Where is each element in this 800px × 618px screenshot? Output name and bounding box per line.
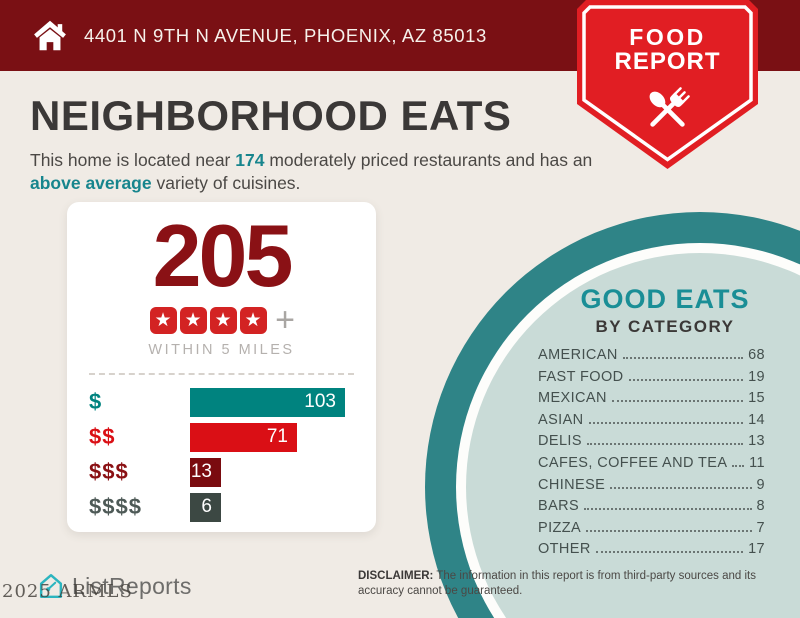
category-row: PIZZA 7 [538, 520, 765, 542]
category-label: CAFES, COFFEE AND TEA [538, 454, 728, 471]
category-row: DELIS 13 [538, 433, 765, 455]
star-tile-icon: ★ [239, 306, 267, 334]
price-bar-value: 103 [304, 391, 336, 413]
dotted-leader [732, 464, 745, 467]
category-label: DELIS [538, 433, 582, 450]
category-row: ASIAN 14 [538, 412, 765, 434]
price-bar-value: 13 [190, 461, 212, 483]
category-label: ASIAN [538, 411, 584, 428]
category-label: PIZZA [538, 519, 582, 536]
ribbon-shape [577, 0, 758, 169]
badge-title-line1: FOOD [629, 24, 706, 50]
price-tier-label: $$$$ [89, 494, 142, 520]
summary-card: 205 ★ ★ ★ ★ + WITHIN 5 MILES $103 $$ 71 $$$ 13 $$… [67, 202, 376, 532]
home-icon [34, 20, 66, 50]
star-glyph: ★ [214, 309, 232, 331]
price-bar-value: 6 [201, 496, 212, 518]
good-eats-header: GOOD EATS BY CATEGORY [500, 284, 800, 337]
category-count: 9 [756, 476, 765, 493]
price-bar: 103 [190, 387, 345, 417]
price-tier-label: $ [89, 389, 103, 415]
price-bar-row: $$ 71 [89, 422, 376, 452]
dotted-leader [610, 486, 752, 489]
category-label: BARS [538, 498, 580, 515]
star-tile-icon: ★ [179, 306, 207, 334]
badge-title-line2: REPORT [614, 48, 721, 75]
listreports-house-icon [39, 574, 63, 598]
dotted-leader [584, 508, 752, 511]
intro-post: variety of cuisines. [151, 173, 301, 194]
price-tier-label: $$ [89, 424, 116, 450]
star-glyph: ★ [154, 309, 172, 331]
category-row: BARS 8 [538, 498, 765, 520]
page-title: NEIGHBORHOOD EATS [30, 92, 512, 139]
category-label: OTHER [538, 541, 591, 558]
dotted-leader [595, 551, 744, 554]
category-label: CHINESE [538, 476, 606, 493]
good-eats-title: GOOD EATS [580, 284, 750, 314]
listreports-wordmark: ListReports [72, 572, 192, 599]
category-list: AMERICAN 68 FAST FOOD 19 MEXICAN 15 ASIAN 14 DEL… [538, 347, 765, 563]
good-eats-subtitle: BY CATEGORY [595, 317, 735, 336]
category-row: AMERICAN 68 [538, 347, 765, 369]
price-bar-row: $$$ 13 [89, 457, 376, 487]
star-tile-icon: ★ [149, 306, 177, 334]
category-row: CAFES, COFFEE AND TEA 11 [538, 455, 765, 477]
intro-mid: moderately priced restaurants and has an [264, 150, 593, 170]
category-row: OTHER 17 [538, 541, 765, 563]
intro-sentence: This home is located near 174 moderately… [30, 149, 595, 196]
dotted-leader [611, 400, 744, 403]
listreports-brand: ListReports [36, 571, 192, 601]
category-label: AMERICAN [538, 347, 618, 363]
restaurant-count: 174 [235, 150, 265, 170]
category-row: FAST FOOD 19 [538, 369, 765, 391]
mls-watermark: 2025 ARMLS [2, 581, 133, 602]
disclaimer-text: The information in this report is from t… [358, 570, 756, 597]
intro-pre: This home is located near [30, 150, 236, 170]
category-row: MEXICAN 15 [538, 390, 765, 412]
price-bar-value: 71 [266, 426, 288, 448]
category-count: 11 [749, 454, 765, 471]
category-count: 14 [748, 411, 765, 428]
category-label: FAST FOOD [538, 368, 624, 385]
plus-sign: + [275, 300, 295, 339]
star-rating: ★ ★ ★ ★ + [67, 300, 376, 339]
category-count: 19 [748, 368, 765, 385]
category-row: CHINESE 9 [538, 477, 765, 499]
disclaimer: DISCLAIMER: The information in this repo… [358, 569, 776, 599]
property-address: 4401 N 9TH N AVENUE, PHOENIX, AZ 85013 [84, 24, 487, 46]
crossed-spoon-fork-icon [649, 87, 690, 127]
price-tier-label: $$$ [89, 459, 129, 485]
star-glyph: ★ [244, 309, 262, 331]
category-count: 15 [748, 390, 765, 407]
dotted-leader [588, 421, 744, 424]
dotted-leader [628, 378, 744, 381]
total-restaurants: 205 [152, 206, 294, 305]
price-bar: 6 [190, 492, 221, 522]
dotted-leader [586, 443, 744, 446]
price-bar-chart: $103 $$ 71 $$$ 13 $$$$ 6 [67, 387, 376, 522]
disclaimer-label: DISCLAIMER: [358, 570, 434, 582]
radius-label: WITHIN 5 MILES [148, 341, 295, 358]
price-bar-row: $$$$ 6 [89, 492, 376, 522]
category-count: 17 [748, 541, 765, 558]
good-eats-circle [425, 212, 800, 618]
category-count: 8 [756, 498, 765, 515]
dotted-leader [586, 529, 752, 532]
category-label: MEXICAN [538, 390, 607, 407]
star-tile-icon: ★ [209, 306, 237, 334]
variety-rating: above average [30, 173, 152, 194]
food-report-badge: FOOD REPORT [577, 0, 758, 172]
dashed-divider [89, 372, 354, 375]
category-count: 7 [756, 519, 765, 536]
price-bar: 13 [190, 457, 221, 487]
category-count: 13 [748, 433, 765, 450]
star-glyph: ★ [184, 309, 202, 331]
dotted-leader [622, 357, 744, 359]
category-count: 68 [748, 347, 765, 363]
price-bar-row: $103 [89, 387, 376, 417]
price-bar: 71 [190, 422, 297, 452]
